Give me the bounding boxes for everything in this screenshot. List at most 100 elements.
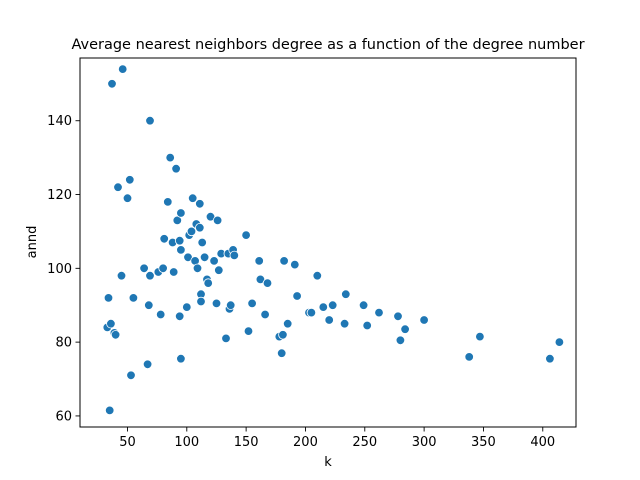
data-point: [283, 319, 293, 329]
y-tick-label: 80: [55, 336, 72, 351]
data-point: [182, 302, 192, 312]
x-tick-label: 100: [174, 435, 199, 450]
x-tick-label: 50: [119, 435, 136, 450]
y-tick-label: 120: [47, 188, 72, 203]
data-point: [292, 291, 302, 301]
data-point: [241, 230, 251, 240]
data-point: [254, 256, 264, 266]
data-point: [171, 163, 181, 174]
data-point: [312, 271, 323, 281]
x-axis-label: k: [324, 455, 332, 470]
data-point: [278, 330, 288, 340]
data-point: [122, 193, 133, 203]
y-tick-label: 100: [47, 262, 72, 277]
y-axis-ticks: 60 80 100 120 140: [47, 114, 80, 424]
data-point: [203, 278, 213, 288]
data-point: [419, 315, 429, 325]
data-point: [195, 222, 205, 233]
data-point: [145, 115, 155, 126]
data-point: [211, 298, 222, 309]
x-tick-label: 200: [293, 435, 318, 450]
data-point: [139, 263, 149, 274]
data-point: [110, 330, 121, 340]
data-point: [199, 252, 210, 262]
data-point: [225, 300, 236, 310]
data-points: [102, 64, 565, 416]
y-tick-label: 60: [55, 409, 72, 424]
data-point: [279, 256, 289, 266]
data-point: [159, 234, 169, 244]
data-point: [176, 354, 186, 364]
data-point: [464, 352, 474, 362]
data-point: [196, 296, 206, 307]
data-point: [306, 307, 317, 318]
data-point: [113, 182, 123, 192]
data-point: [328, 300, 338, 310]
data-point: [545, 354, 555, 364]
data-point: [176, 245, 186, 255]
data-point: [155, 309, 166, 320]
x-tick-label: 400: [530, 435, 555, 450]
plot-area: [79, 57, 577, 428]
data-point: [554, 337, 565, 347]
data-point: [221, 333, 231, 344]
data-point: [475, 331, 485, 342]
data-point: [358, 300, 369, 310]
data-point: [290, 259, 300, 270]
data-point: [186, 226, 197, 237]
data-point: [144, 300, 154, 310]
data-point: [145, 271, 155, 281]
data-point: [104, 405, 115, 416]
data-point: [103, 293, 114, 303]
data-point: [247, 298, 257, 309]
data-point: [176, 208, 186, 218]
chart-title: Average nearest neighbors degree as a fu…: [71, 37, 584, 53]
data-point: [339, 319, 350, 329]
data-point: [243, 326, 254, 336]
data-point: [174, 311, 185, 322]
data-point: [395, 335, 406, 346]
data-point: [262, 278, 273, 288]
data-point: [125, 175, 135, 185]
y-axis-label: annd: [25, 226, 40, 259]
data-point: [165, 152, 175, 163]
data-point: [187, 193, 198, 203]
data-point: [197, 237, 207, 248]
x-tick-label: 250: [352, 435, 377, 450]
data-point: [195, 199, 205, 209]
x-axis-ticks: 50 100 150 200 250 300 350 400: [119, 427, 555, 450]
data-point: [393, 311, 403, 322]
data-point: [192, 263, 203, 274]
data-point: [117, 64, 128, 74]
x-tick-label: 350: [471, 435, 496, 450]
x-tick-label: 300: [412, 435, 437, 450]
data-point: [318, 302, 329, 312]
data-point: [172, 215, 183, 226]
data-point: [277, 348, 287, 358]
data-point: [107, 79, 117, 89]
y-tick-label: 140: [47, 114, 72, 129]
data-point: [128, 293, 139, 303]
data-point: [324, 315, 334, 325]
data-point: [158, 263, 168, 274]
data-point: [209, 256, 219, 266]
data-point: [214, 265, 224, 275]
data-point: [168, 267, 179, 277]
data-point: [400, 324, 410, 334]
data-point: [106, 319, 116, 329]
data-point: [142, 359, 153, 370]
data-point: [212, 215, 223, 226]
data-point: [174, 235, 185, 246]
data-point: [229, 250, 240, 261]
data-point: [116, 271, 127, 281]
data-point: [163, 197, 173, 207]
data-point: [260, 309, 270, 320]
data-point: [374, 307, 384, 318]
axes-frame: [79, 57, 577, 428]
data-point: [341, 289, 351, 299]
data-point: [362, 320, 372, 331]
x-tick-label: 150: [234, 435, 259, 450]
data-point: [126, 370, 136, 381]
